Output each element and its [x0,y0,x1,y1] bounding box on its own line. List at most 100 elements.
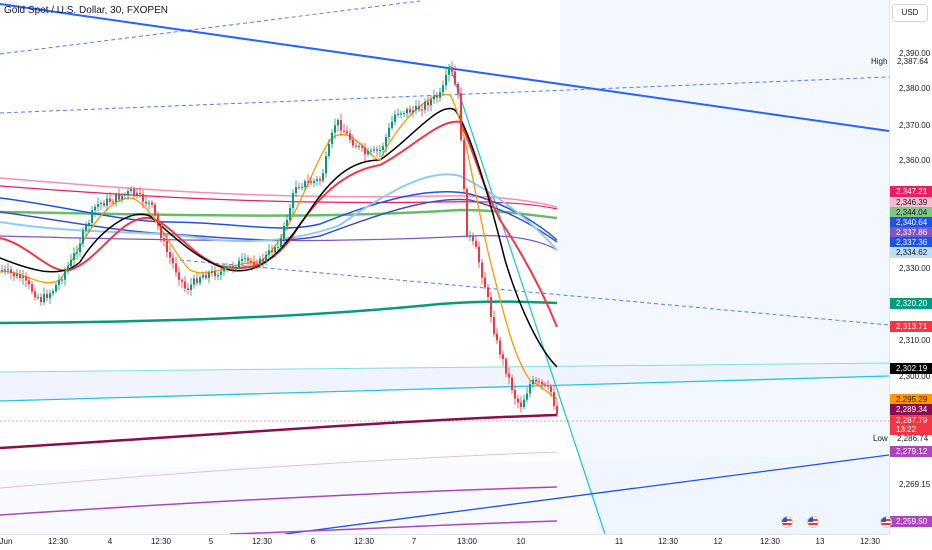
candle-body [370,150,372,152]
candle-body [322,173,324,181]
candle-body [73,253,75,260]
candle-body [454,71,456,85]
high-label: High [871,57,888,66]
candle-body [478,246,480,263]
candle-body [202,274,204,278]
candle-body [481,262,483,278]
candle-body [388,127,390,138]
candle-body [406,109,408,114]
candle-body [361,145,363,148]
candle-body [31,284,33,292]
ma-lightblue [0,173,558,251]
candle-body [91,210,93,223]
candle-body [400,113,402,115]
price-tag: 2,295.29 [890,394,932,405]
candle-body [199,277,201,283]
currency-button[interactable]: USD [892,4,928,22]
us-flag-event-icon[interactable] [807,516,819,528]
candle-body [547,385,549,387]
candle-body [286,219,288,226]
us-flag-event-icon[interactable] [880,516,892,528]
time-label: 6 [310,537,316,546]
time-label: 12:30 [47,537,69,546]
candle-body [259,258,261,266]
candle-body [544,384,546,386]
candlesticks[interactable] [1,61,558,418]
candle-body [328,144,330,157]
candle-body [340,120,342,131]
time-axis[interactable] [0,534,889,550]
candle-body [475,240,477,247]
candle-body [28,280,30,285]
candle-body [295,187,297,194]
candle-body [85,225,87,231]
candle-body [76,252,78,254]
candle-body [88,222,90,226]
time-label: 12 [713,537,723,546]
candle-body [148,202,150,204]
price-tick: 2,310.00 [899,336,931,345]
candle-body [409,109,411,113]
candle-body [64,271,66,280]
price-tag: 2,340.64 [890,217,932,228]
time-label: 13 [815,537,825,546]
candle-body [463,140,465,190]
candle-body [130,189,132,192]
time-label: 12:30 [251,537,273,546]
ma-pink [0,177,558,208]
ma-orange [0,93,558,400]
price-tag: 2,347.21 [890,186,932,197]
candle-body [43,294,45,303]
time-label: 12:30 [657,537,679,546]
candle-body [139,192,141,194]
candle-body [157,215,159,226]
candle-body [127,191,129,195]
candle-body [10,269,12,274]
candle-body [529,384,531,394]
ma-maroon [0,413,558,450]
candle-body [271,250,273,253]
candle-body [505,358,507,374]
candle-body [109,198,111,202]
candle-body [424,101,426,110]
price-axis[interactable] [889,0,932,534]
candle-body [436,95,438,98]
price-tag: 2,337.36 [890,237,932,248]
candle-body [448,67,450,75]
candle-body [421,109,423,111]
candle-body [22,276,24,279]
us-flag-event-icon[interactable] [781,516,793,528]
candle-body [262,258,264,262]
price-tag: 2,259.50 [890,516,932,527]
ma-teal [0,300,558,325]
chart-pane[interactable]: Gold Spot / U.S. Dollar, 30, FXOPEN [0,0,889,534]
candle-body [241,259,243,261]
candle-body [445,74,447,86]
candle-body [442,85,444,93]
candle-body [358,145,360,147]
candle-body [553,392,555,406]
candle-body [496,333,498,341]
candle-body [343,130,345,132]
candle-body [19,274,21,279]
ma-purple-mid [0,235,558,251]
candle-body [487,287,489,298]
candle-body [145,201,147,204]
candle-body [40,297,42,303]
candle-body [484,277,486,288]
candle-body [298,187,300,189]
candle-body [55,284,57,292]
candle-body [70,259,72,267]
candle-body [532,379,534,385]
time-label: 12:30 [150,537,172,546]
candle-body [394,114,396,122]
price-tag: 2,313.71 [890,321,932,332]
price-tag: 2,334.62 [890,247,932,258]
price-chart[interactable] [0,0,889,534]
candle-body [382,146,384,151]
price-tag: 2,344.04 [890,207,932,218]
candle-body [232,266,234,268]
candle-body [121,195,123,200]
candle-body [235,267,237,269]
candle-body [349,133,351,140]
